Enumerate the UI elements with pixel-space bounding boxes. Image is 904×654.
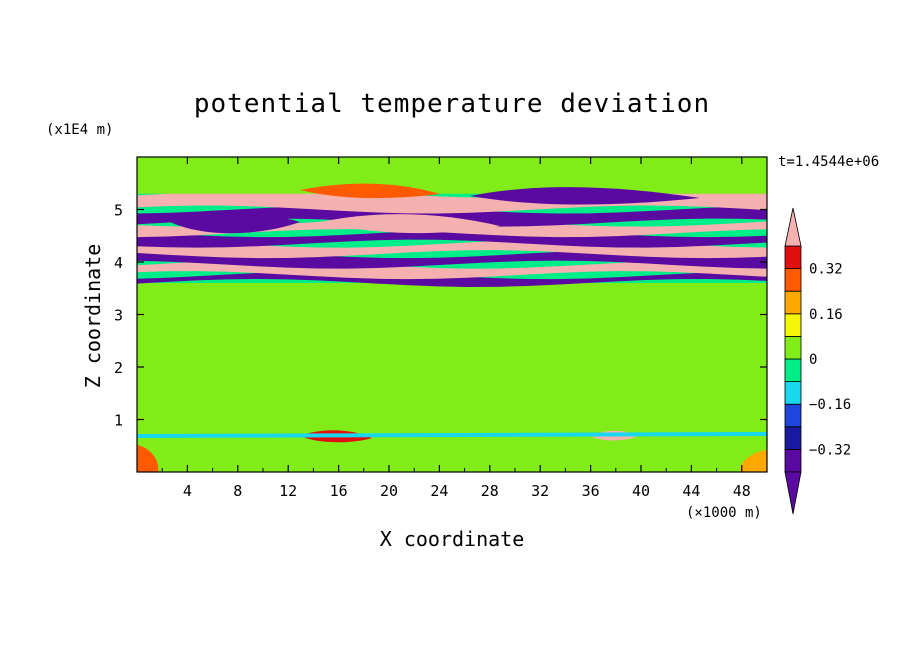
x-tick-label: 24 [430,482,448,500]
cold-eddy [170,210,300,234]
colorbar-tick-label: −0.32 [809,442,851,458]
y-tick-label: 2 [114,359,123,377]
x-tick-label: 32 [531,482,549,500]
x-tick-label: 20 [380,482,398,500]
y-tick-label: 4 [114,254,123,272]
y-tick-label: 1 [114,412,123,430]
x-tick-label: 28 [481,482,499,500]
field-band [137,229,767,248]
colorbar-box [784,448,802,473]
x-tick-label: 8 [233,482,242,500]
field-band [137,435,767,472]
colorbar-box [784,426,802,450]
colorbar-box [784,313,802,337]
colorbar-box [784,381,802,405]
x-tick-label: 44 [682,482,700,500]
y-unit-label: (x1E4 m) [46,122,113,138]
colorbar-bottom-arrow [784,471,802,515]
warm-corner [739,450,767,472]
x-tick-label: 48 [733,482,751,500]
colorbar-box [784,290,802,315]
y-tick-label: 5 [114,202,123,220]
warm-eddy [320,214,500,234]
field-band [137,271,767,287]
colorbar-tick-label: 0 [809,352,817,368]
green-patch [137,291,767,335]
x-axis: 4 8 12 16 20 24 28 32 36 40 44 48 [161,157,751,500]
green-patch [137,404,767,434]
x-tick-label: 40 [632,482,650,500]
x-unit-label: (×1000 m) [686,505,762,521]
x-tick-label: 16 [330,482,348,500]
colorbar-box [784,335,802,360]
y-axis: 1 2 3 4 5 [114,202,767,430]
chart-title: potential temperature deviation [194,89,710,119]
cold-eddy [470,187,700,205]
colorbar: 0.32 0.16 0 −0.16 −0.32 [784,207,851,515]
cold-line [137,432,767,438]
field-band [137,157,767,194]
colorbar-tick-label: −0.16 [809,397,851,413]
colorbar-box [784,245,802,270]
colorbar-box [784,268,802,292]
colorbar-top-arrow [784,207,802,247]
warm-eddy [300,183,440,199]
x-axis-label: X coordinate [380,527,525,551]
green-patch [137,349,767,396]
colorbar-box [784,358,802,383]
plot-area [137,157,767,472]
x-tick-label: 4 [183,482,192,500]
field-texture [137,183,767,472]
time-label: t=1.4544e+06 [778,154,879,170]
y-tick-label: 3 [114,307,123,325]
colorbar-tick-label: 0.32 [809,262,843,278]
colorbar-tick-label: 0.16 [809,307,843,323]
warm-corner [137,445,159,472]
field-band [137,205,767,227]
x-tick-label: 12 [279,482,297,500]
colorbar-box [784,403,802,428]
x-tick-label: 36 [582,482,600,500]
y-axis-label: Z coordinate [81,244,105,389]
